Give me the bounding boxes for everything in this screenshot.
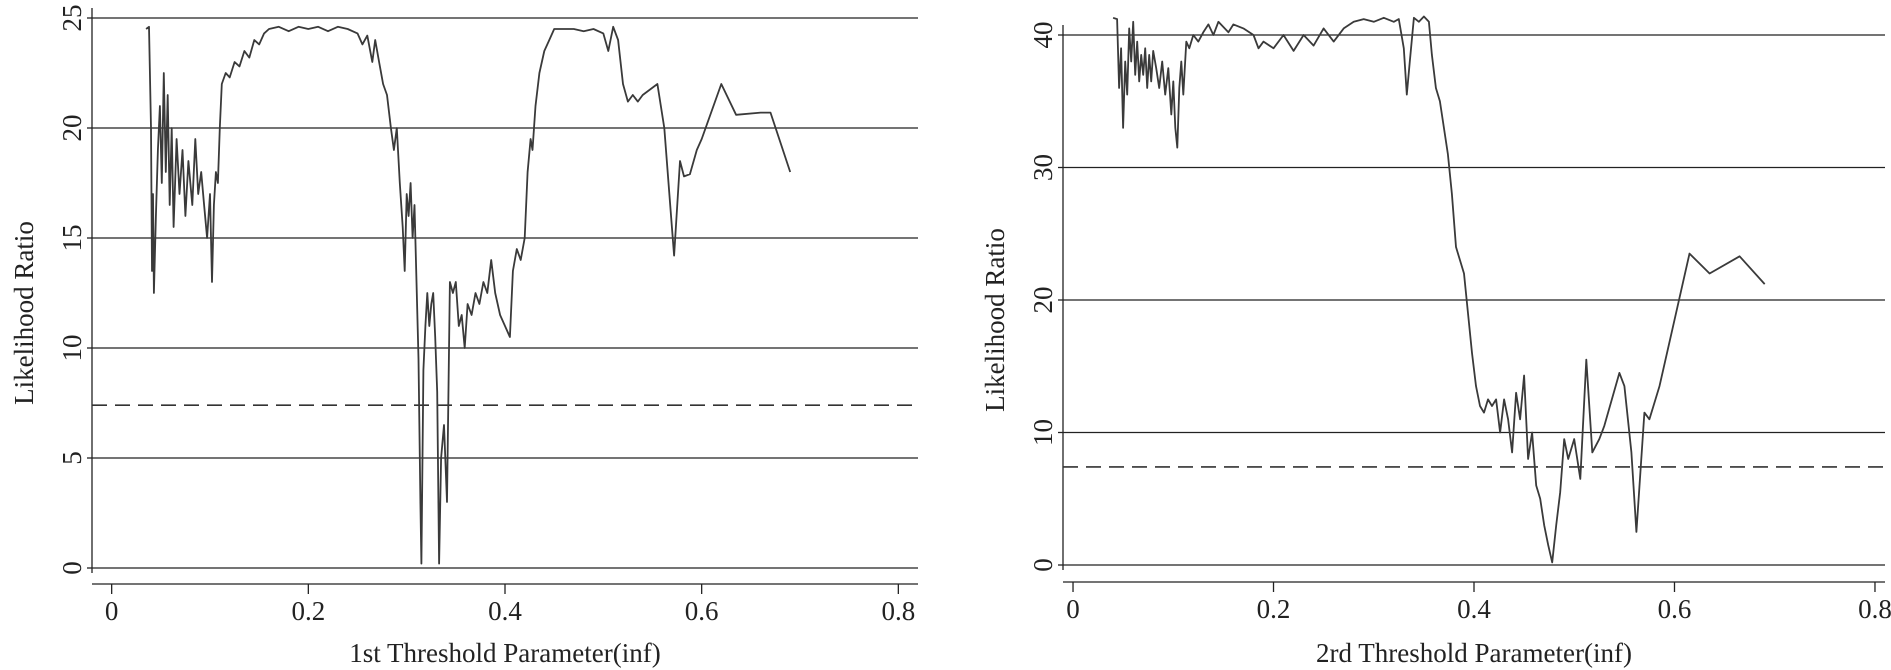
- chart-1-y-tick-label-30: 30: [1028, 154, 1058, 181]
- chart-1-y-tick-label-0: 0: [1028, 558, 1058, 572]
- chart-0-y-tick-label-25: 25: [57, 5, 87, 32]
- chart-1-x-tick-label-0.2: 0.2: [1257, 594, 1291, 624]
- chart-0-x-tick-label-0.6: 0.6: [685, 596, 719, 626]
- chart-0-y-axis-title: Likelihood Ratio: [9, 221, 39, 405]
- chart-1-y-tick-label-40: 40: [1028, 22, 1058, 49]
- chart-1-y-tick-label-20: 20: [1028, 287, 1058, 314]
- chart-0-x-tick-label-0: 0: [105, 596, 119, 626]
- chart-0-x-tick-label-0.8: 0.8: [881, 596, 915, 626]
- chart-1-x-tick-label-0.4: 0.4: [1457, 594, 1491, 624]
- chart-1-y-axis-title: Likelihood Ratio: [980, 228, 1010, 412]
- chart-0-y-tick-label-15: 15: [57, 225, 87, 252]
- chart-0-y-tick-label-20: 20: [57, 115, 87, 142]
- chart-0-x-tick-label-0.4: 0.4: [488, 596, 522, 626]
- chart-0-y-tick-label-5: 5: [57, 451, 87, 465]
- chart-1-series-line-0: [1112, 15, 1766, 564]
- chart-1-x-axis-title: 2rd Threshold Parameter(inf): [1316, 638, 1632, 668]
- chart-0-y-tick-label-10: 10: [57, 335, 87, 362]
- chart-0-series-line-0: [145, 25, 792, 565]
- chart-0-x-tick-label-0.2: 0.2: [291, 596, 325, 626]
- chart-right: 0 10 20 30 40 0 0.2 0.4 0.6 0.8 2rd Threshold Para…: [980, 15, 1891, 668]
- chart-0-x-axis-title: 1st Threshold Parameter(inf): [349, 638, 660, 668]
- chart-1-x-tick-label-0: 0: [1066, 594, 1080, 624]
- chart-1-x-tick-label-0.6: 0.6: [1658, 594, 1692, 624]
- chart-1-y-tick-label-10: 10: [1028, 419, 1058, 446]
- chart-left: 0 5 10 15 20 25 0 0.2 0.4 0.6 0.8 1st Threshold Par…: [9, 5, 918, 668]
- chart-0-y-tick-label-0: 0: [57, 561, 87, 575]
- chart-1-x-tick-label-0.8: 0.8: [1858, 594, 1891, 624]
